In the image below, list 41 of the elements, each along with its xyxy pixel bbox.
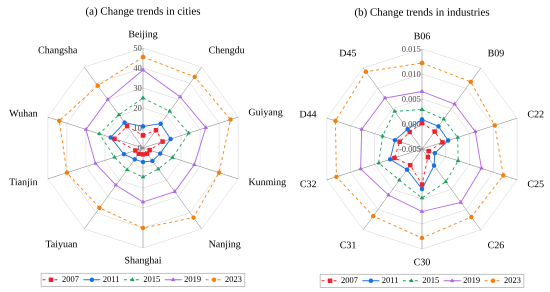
spoke-label: D44 [300,110,316,118]
spoke-label: Guiyang [248,108,283,118]
spoke-label: B06 [414,32,430,40]
spoke-label: C26 [488,242,504,248]
spoke-label: B09 [488,50,504,56]
legend-label: 2015 [144,276,160,282]
spoke-label: Tianjin [9,178,38,188]
spoke-label: Wuhan [9,110,38,117]
spoke-label: Nanjing [208,240,241,250]
spoke-label: Shanghai [125,256,162,266]
legend-label: 2007 [341,277,358,283]
y-tick-label: 40 [134,65,142,71]
y-tick-label: 0 [138,145,142,151]
spoke-label: Kunming [248,178,286,188]
legend-label: 2019 [184,276,201,282]
chart-title: (a) Change trends in cities [86,7,200,17]
spoke-label: C22 [528,110,544,118]
spoke-label: Taiyuan [46,240,78,250]
spoke-label: C32 [300,180,316,188]
legend-label: 2007 [62,276,79,282]
y-tick-label: -0.005 [399,146,420,152]
spoke-label: Chengdu [209,46,244,56]
legend-label: 2023 [225,276,242,282]
spoke-label: D45 [340,50,356,56]
legend-label: 2015 [422,277,439,283]
y-tick-label: 0.015 [402,46,420,52]
chart-title: (b) Change trends in industries [354,8,490,18]
y-tick-label: 50 [134,45,142,51]
spoke-label: Beijing [128,30,158,40]
spoke-label: C25 [528,180,544,188]
y-tick-label: 20 [134,105,142,111]
y-tick-label: 30 [134,85,142,91]
legend-label: 2011 [103,276,119,282]
legend-label: 2023 [504,277,521,283]
legend-label: 2019 [464,277,480,283]
spoke-label: Changsha [38,46,78,56]
y-tick-label: 0.005 [402,96,420,102]
spoke-label: C31 [340,242,356,248]
legend-label: 2011 [382,277,398,283]
spoke-label: C30 [414,258,430,266]
y-tick-label: 0.010 [402,71,420,77]
